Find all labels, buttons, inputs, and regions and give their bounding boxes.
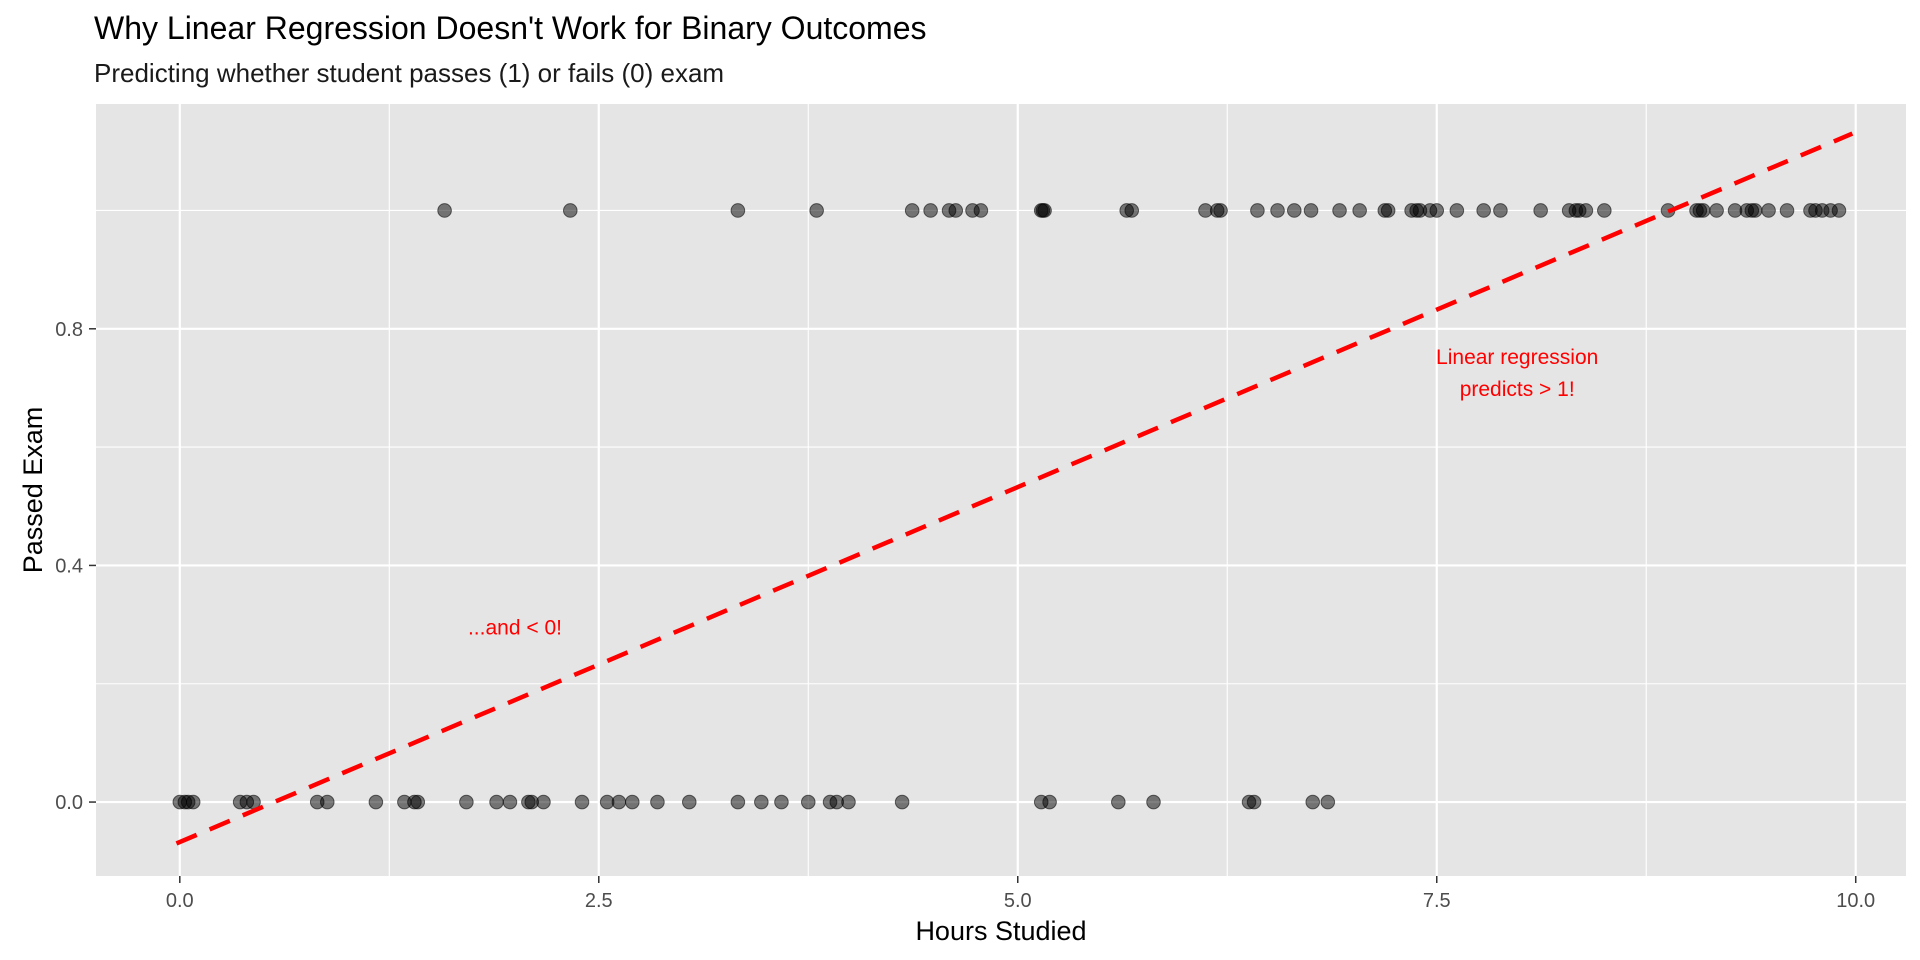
annotation-text: ...and < 0! [468,617,562,640]
data-point [536,794,551,810]
data-point [1578,203,1594,218]
data-point [1597,203,1612,218]
data-point [1352,203,1367,218]
x-tick-label: 10.0 [1836,890,1875,912]
data-point [1761,203,1776,218]
data-point [841,794,856,810]
y-tick-label: 0.0 [55,792,83,814]
data-point [1493,203,1508,218]
data-point [1305,794,1321,810]
data-point [1533,203,1548,218]
x-tick-label: 2.5 [585,890,613,912]
data-point [894,794,910,810]
regression-line-layer [175,131,1854,846]
plot-panel [96,104,1906,876]
x-tick-label: 5.0 [1004,890,1032,912]
data-point [1747,203,1763,218]
data-point [1429,203,1445,218]
data-point [754,794,769,810]
data-point [800,794,816,810]
data-point [1213,203,1228,218]
data-point [624,794,640,810]
data-point [1380,203,1396,218]
data-point [730,794,746,810]
data-point [1146,794,1161,810]
data-point [368,794,384,810]
x-axis-title: Hours Studied [915,916,1086,946]
data-point [1709,203,1724,218]
data-point [1320,794,1336,810]
data-point [489,794,504,810]
data-point [1332,203,1347,218]
data-point [1270,203,1285,218]
data-point [1124,203,1140,218]
data-point [562,203,578,218]
data-point [1303,203,1319,218]
y-axis-title: Passed Exam [18,407,48,574]
data-point [437,203,452,218]
y-tick-label: 0.4 [55,555,83,577]
data-point [611,794,627,810]
chart-subtitle: Predicting whether student passes (1) or… [94,58,724,88]
data-point [948,203,964,218]
data-point [730,203,746,218]
data-point [1476,203,1491,218]
data-point [459,794,474,810]
data-point [774,794,789,810]
grid-lines [96,104,1906,876]
data-point [1246,794,1262,810]
data-point [973,203,989,218]
data-point [185,794,201,810]
data-point [904,203,920,218]
annotation-text: Linear regression [1436,346,1598,369]
x-tick-label: 0.0 [166,890,194,912]
data-point [1111,794,1126,810]
y-tick-label: 0.8 [55,319,83,341]
data-point [1779,203,1795,218]
annotation-text: predicts > 1! [1460,378,1575,401]
data-point [1831,203,1847,218]
x-tick-label: 7.5 [1423,890,1451,912]
data-point [502,794,518,810]
data-point [1042,794,1057,810]
data-point [923,203,938,218]
data-point [1449,203,1465,218]
chart-title: Why Linear Regression Doesn't Work for B… [94,10,927,46]
data-point [1695,203,1711,218]
data-point [1250,203,1265,218]
data-point [574,794,590,810]
data-point [1286,203,1302,218]
data-point [1037,203,1052,218]
data-points [172,203,1847,810]
regression-line [175,131,1854,846]
data-point [681,794,697,810]
data-point [650,794,665,810]
axes: 0.0 2.5 5.0 7.5 10.0 0.0 0.4 0.8 [55,319,1875,912]
data-point [319,794,335,810]
annotations: Linear regression predicts > 1! ...and < 0… [468,346,1598,639]
data-point [809,203,824,218]
data-point [410,794,426,810]
